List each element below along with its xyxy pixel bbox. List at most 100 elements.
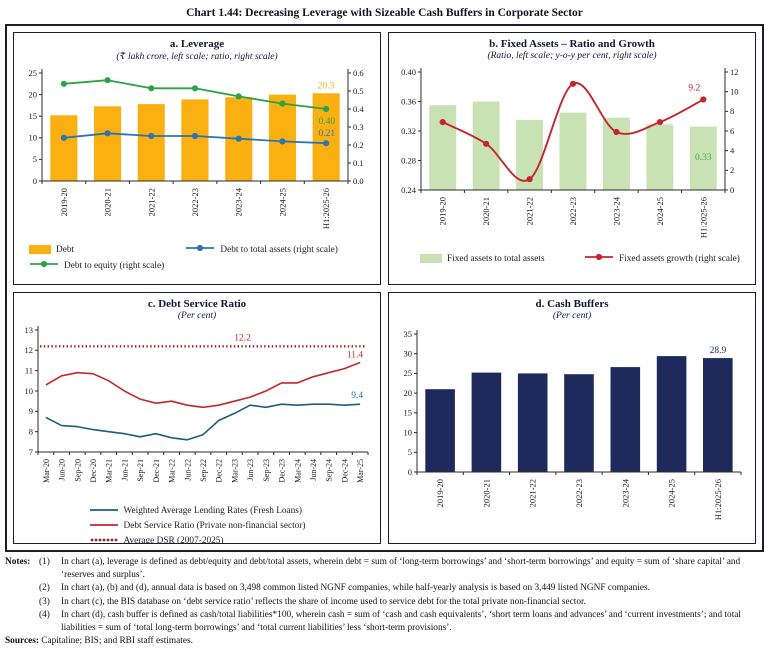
legend-swatch-line bbox=[185, 243, 215, 256]
panel-d-chart: 0 5 10 15 20 25 30 35 2019-20 2020-21 2021-22 2022-… bbox=[404, 328, 742, 520]
svg-text:0: 0 bbox=[408, 466, 412, 476]
svg-text:H1:2025-26: H1:2025-26 bbox=[698, 197, 708, 238]
sources-text: Capitaline; BIS; and RBI staff estimates… bbox=[38, 636, 193, 647]
svg-text:10: 10 bbox=[25, 385, 34, 395]
svg-text:Dec-24: Dec-24 bbox=[340, 459, 349, 483]
svg-text:H1:2025-26: H1:2025-26 bbox=[713, 479, 723, 520]
svg-text:2023-24: 2023-24 bbox=[620, 478, 630, 507]
legend-label: Fixed assets growth (right scale) bbox=[619, 253, 740, 264]
legend-swatch-line bbox=[29, 259, 59, 272]
svg-text:Dec-22: Dec-22 bbox=[215, 459, 224, 483]
svg-text:Mar-21: Mar-21 bbox=[105, 459, 114, 483]
svg-text:Dec-23: Dec-23 bbox=[278, 459, 287, 483]
legend-label: Debt to equity (right scale) bbox=[64, 260, 165, 271]
svg-text:0.0: 0.0 bbox=[353, 176, 364, 186]
svg-text:2021-22: 2021-22 bbox=[528, 479, 538, 507]
panel-b-chart: 0.24 0.28 0.32 0.36 0.40 0 2 4 6 8 10 12 2019-20 2020… bbox=[401, 67, 739, 238]
svg-text:9.2: 9.2 bbox=[688, 84, 700, 94]
panel-d-title: d. Cash Buffers bbox=[535, 297, 609, 310]
svg-text:12.2: 12.2 bbox=[234, 333, 251, 343]
svg-text:10: 10 bbox=[29, 133, 38, 143]
legend-label: Average DSR (2007-2025) bbox=[123, 536, 224, 544]
legend-swatch-line bbox=[89, 520, 119, 533]
svg-text:2: 2 bbox=[730, 165, 734, 175]
note-item: (2) In chart (a), (b) and (d), annual dat… bbox=[39, 582, 764, 595]
svg-text:25: 25 bbox=[29, 68, 38, 78]
note-number: (2) bbox=[39, 583, 50, 594]
svg-text:8: 8 bbox=[730, 106, 734, 116]
svg-text:0.6: 0.6 bbox=[353, 68, 364, 78]
svg-text:Sep-23: Sep-23 bbox=[262, 459, 271, 482]
legend-swatch-line bbox=[584, 252, 614, 265]
svg-text:Dec-21: Dec-21 bbox=[152, 459, 161, 483]
svg-text:5: 5 bbox=[408, 447, 412, 457]
note-number: (1) bbox=[39, 557, 50, 567]
svg-text:11.4: 11.4 bbox=[347, 350, 364, 360]
legend-swatch-bar bbox=[29, 245, 51, 254]
legend-item: Debt bbox=[29, 243, 185, 256]
legend-label: Fixed assets to total assets bbox=[447, 253, 545, 264]
panel-a-title: a. Leverage bbox=[169, 38, 225, 50]
svg-text:0.4: 0.4 bbox=[353, 104, 364, 114]
svg-text:0.33: 0.33 bbox=[695, 153, 712, 163]
legend-item: Weighted Average Lending Rates (Fresh Lo… bbox=[89, 505, 306, 518]
notes-label: Notes: bbox=[5, 557, 31, 567]
panel-b-title: b. Fixed Assets – Ratio and Growth bbox=[489, 38, 655, 50]
svg-text:2019-20: 2019-20 bbox=[59, 188, 69, 216]
svg-text:2023-24: 2023-24 bbox=[234, 187, 244, 216]
svg-text:0.5: 0.5 bbox=[353, 86, 364, 96]
svg-text:0.21: 0.21 bbox=[318, 129, 335, 139]
svg-text:Jun-21: Jun-21 bbox=[120, 459, 129, 481]
note-number: (3) bbox=[39, 596, 50, 607]
svg-text:Sep-22: Sep-22 bbox=[199, 459, 208, 482]
panel-a-legend: Debt Debt to total assets (right scale) De… bbox=[15, 241, 379, 272]
svg-text:20: 20 bbox=[404, 387, 413, 397]
svg-text:Jun-20: Jun-20 bbox=[58, 459, 67, 481]
svg-text:13: 13 bbox=[25, 324, 34, 334]
panel-cash-buffers: d. Cash Buffers (Per cent) 0 5 10 15 20 25 30 3… bbox=[388, 291, 756, 544]
legend-item: Debt to total assets (right scale) bbox=[185, 243, 369, 256]
svg-text:0.32: 0.32 bbox=[401, 126, 416, 136]
svg-text:11: 11 bbox=[25, 365, 33, 375]
svg-text:H1:2025-26: H1:2025-26 bbox=[321, 188, 331, 229]
svg-text:Sep-21: Sep-21 bbox=[136, 459, 145, 482]
panel-a-chart: 0 5 10 15 20 25 0.0 0.1 0.2 0.3 0.4 0.5 0.6 2019-20 20… bbox=[29, 68, 365, 229]
svg-text:12: 12 bbox=[730, 67, 739, 77]
legend-label: Debt Service Ratio (Private non-financia… bbox=[123, 521, 306, 531]
svg-text:2019-20: 2019-20 bbox=[435, 479, 445, 507]
legend-item: Debt to equity (right scale) bbox=[29, 259, 185, 272]
svg-text:0.2: 0.2 bbox=[353, 140, 364, 150]
svg-text:2020-21: 2020-21 bbox=[103, 188, 113, 216]
svg-text:2020-21: 2020-21 bbox=[481, 197, 491, 225]
note-item: (3) In chart (c), the BIS database on ‘de… bbox=[39, 596, 764, 609]
svg-text:2021-22: 2021-22 bbox=[146, 188, 156, 216]
svg-text:0: 0 bbox=[33, 176, 37, 186]
svg-text:2020-21: 2020-21 bbox=[481, 479, 491, 507]
legend-label: Debt bbox=[56, 244, 75, 255]
figure-title: Chart 1.44: Decreasing Leverage with Siz… bbox=[186, 7, 583, 19]
svg-text:0.1: 0.1 bbox=[353, 158, 364, 168]
legend-swatch-line bbox=[89, 505, 119, 518]
svg-text:0: 0 bbox=[730, 185, 734, 195]
panel-leverage: a. Leverage (₹ lakh crore, left scale; r… bbox=[13, 32, 381, 285]
svg-text:2022-23: 2022-23 bbox=[568, 197, 578, 225]
panel-b-legend: Fixed assets to total assets Fixed assets… bbox=[390, 250, 754, 265]
svg-text:Jun-22: Jun-22 bbox=[183, 459, 192, 481]
note-text: In chart (c), the BIS database on ‘debt … bbox=[61, 596, 586, 607]
sources-line: Sources: Capitaline; BIS; and RBI staff … bbox=[5, 635, 764, 648]
note-text: In chart (a), (b) and (d), annual data i… bbox=[61, 583, 650, 594]
svg-text:9.4: 9.4 bbox=[351, 391, 363, 401]
svg-text:8: 8 bbox=[29, 426, 33, 436]
svg-text:5: 5 bbox=[33, 154, 37, 164]
svg-text:Mar-20: Mar-20 bbox=[42, 459, 51, 483]
svg-text:2024-25: 2024-25 bbox=[655, 197, 665, 225]
svg-text:Sep-24: Sep-24 bbox=[325, 459, 334, 482]
legend-swatch-bar bbox=[420, 254, 442, 263]
notes-items: (1) In chart (a), leverage is defined as … bbox=[39, 556, 764, 635]
legend-item: Fixed assets to total assets bbox=[420, 252, 584, 265]
svg-text:28.9: 28.9 bbox=[710, 346, 727, 356]
panel-c-chart: 7 8 9 10 11 12 13 Mar-20 Jun-20 Sep-20 Dec-20 Mar-2… bbox=[25, 324, 369, 483]
svg-text:6: 6 bbox=[730, 126, 734, 136]
panel-d-subtitle: (Per cent) bbox=[552, 310, 592, 321]
